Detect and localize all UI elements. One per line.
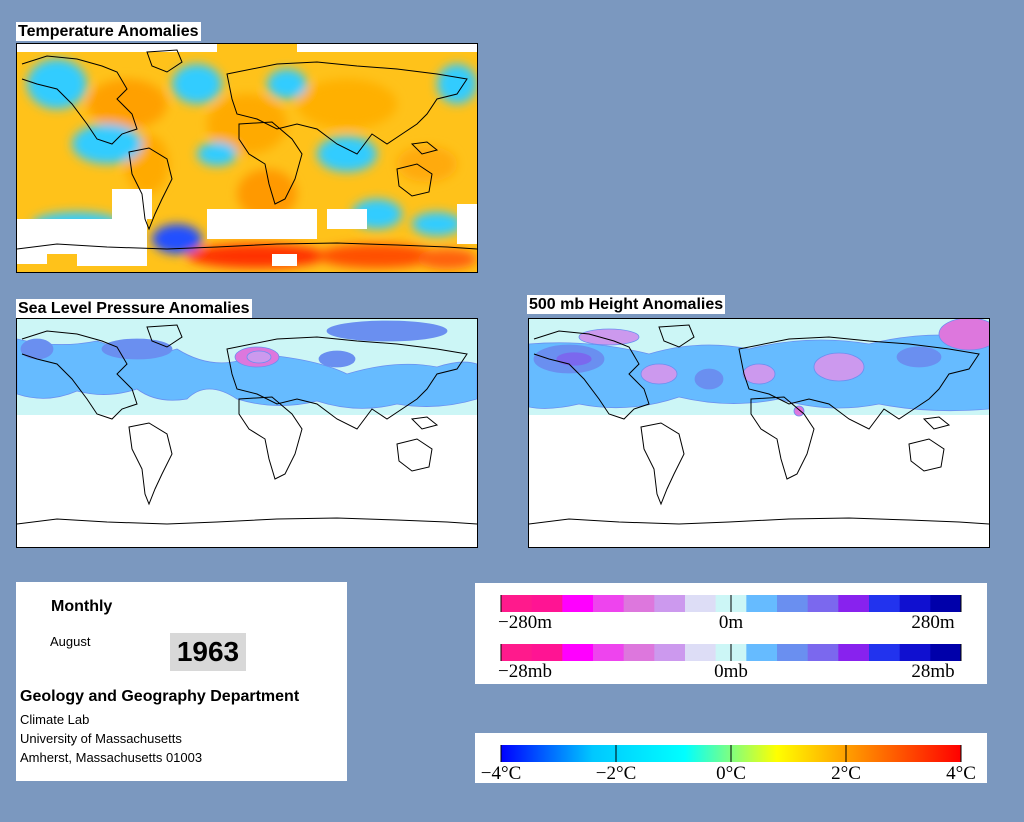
temperature-anomaly-map xyxy=(16,43,478,273)
height-swatch-13 xyxy=(899,595,931,612)
temperature-panel-title: Temperature Anomalies xyxy=(16,22,201,41)
height-swatch-14 xyxy=(930,595,962,612)
height-label-min: −280m xyxy=(498,612,552,633)
temp-label-plus2: 2°C xyxy=(831,763,861,783)
pressure-swatch-10 xyxy=(807,644,839,661)
lab-label: Climate Lab xyxy=(20,712,90,727)
height-swatch-1 xyxy=(531,595,563,612)
height-swatch-9 xyxy=(777,595,809,612)
temp-label-plus4: 4°C xyxy=(946,763,976,783)
height-swatch-3 xyxy=(593,595,625,612)
pressure-color-bar xyxy=(500,644,962,661)
height500-anomaly-map xyxy=(528,318,990,548)
temperature-map-graphic xyxy=(17,44,477,272)
pressure-swatch-1 xyxy=(531,644,563,661)
height-pressure-legend: −280m 0m 280m −28mb 0mb 28mb xyxy=(475,583,987,684)
height-pressure-legend-graphic: −280m 0m 280m −28mb 0mb 28mb xyxy=(498,595,962,682)
month-label: August xyxy=(50,634,91,649)
height-swatch-0 xyxy=(501,595,533,612)
height-color-bar xyxy=(500,595,962,612)
department-label: Geology and Geography Department xyxy=(20,688,300,705)
pressure-swatch-2 xyxy=(562,644,594,661)
sea-level-pressure-map xyxy=(16,318,478,548)
pressure-swatch-0 xyxy=(501,644,533,661)
pressure-swatch-12 xyxy=(869,644,901,661)
pressure-swatch-6 xyxy=(685,644,717,661)
height-label-zero: 0m xyxy=(719,612,744,633)
height-swatch-12 xyxy=(869,595,901,612)
pressure-swatch-5 xyxy=(654,644,686,661)
pressure-swatch-13 xyxy=(899,644,931,661)
pressure-label-min: −28mb xyxy=(498,661,552,682)
height500-panel-title: 500 mb Height Anomalies xyxy=(527,295,726,314)
height-label-max: 280m xyxy=(911,612,955,633)
pressure-label-zero: 0mb xyxy=(714,661,748,682)
height-swatch-11 xyxy=(838,595,870,612)
height500-map-graphic xyxy=(529,319,989,547)
address-label: Amherst, Massachusetts 01003 xyxy=(20,750,203,765)
slp-map-graphic xyxy=(17,319,477,547)
temperature-legend: −4°C −2°C 0°C 2°C 4°C xyxy=(475,733,987,783)
temp-label-minus4: −4°C xyxy=(481,763,522,783)
pressure-swatch-4 xyxy=(623,644,655,661)
slp-panel-title: Sea Level Pressure Anomalies xyxy=(16,299,252,318)
university-label: University of Massachusetts xyxy=(20,731,182,746)
temp-label-zero: 0°C xyxy=(716,763,746,783)
height-swatch-2 xyxy=(562,595,594,612)
pressure-swatch-9 xyxy=(777,644,809,661)
pressure-swatch-3 xyxy=(593,644,625,661)
height-swatch-4 xyxy=(623,595,655,612)
info-box: Monthly August 1963 Geology and Geograph… xyxy=(16,582,347,781)
pressure-swatch-11 xyxy=(838,644,870,661)
period-label: Monthly xyxy=(51,598,113,615)
temperature-ticks xyxy=(500,745,962,762)
year-label: 1963 xyxy=(170,633,246,671)
height-swatch-5 xyxy=(654,595,686,612)
height-swatch-8 xyxy=(746,595,778,612)
temp-label-minus2: −2°C xyxy=(596,763,637,783)
temperature-legend-graphic: −4°C −2°C 0°C 2°C 4°C xyxy=(481,745,976,783)
height-swatch-6 xyxy=(685,595,717,612)
height-swatch-10 xyxy=(807,595,839,612)
pressure-label-max: 28mb xyxy=(911,661,954,682)
pressure-swatch-14 xyxy=(930,644,962,661)
pressure-swatch-8 xyxy=(746,644,778,661)
